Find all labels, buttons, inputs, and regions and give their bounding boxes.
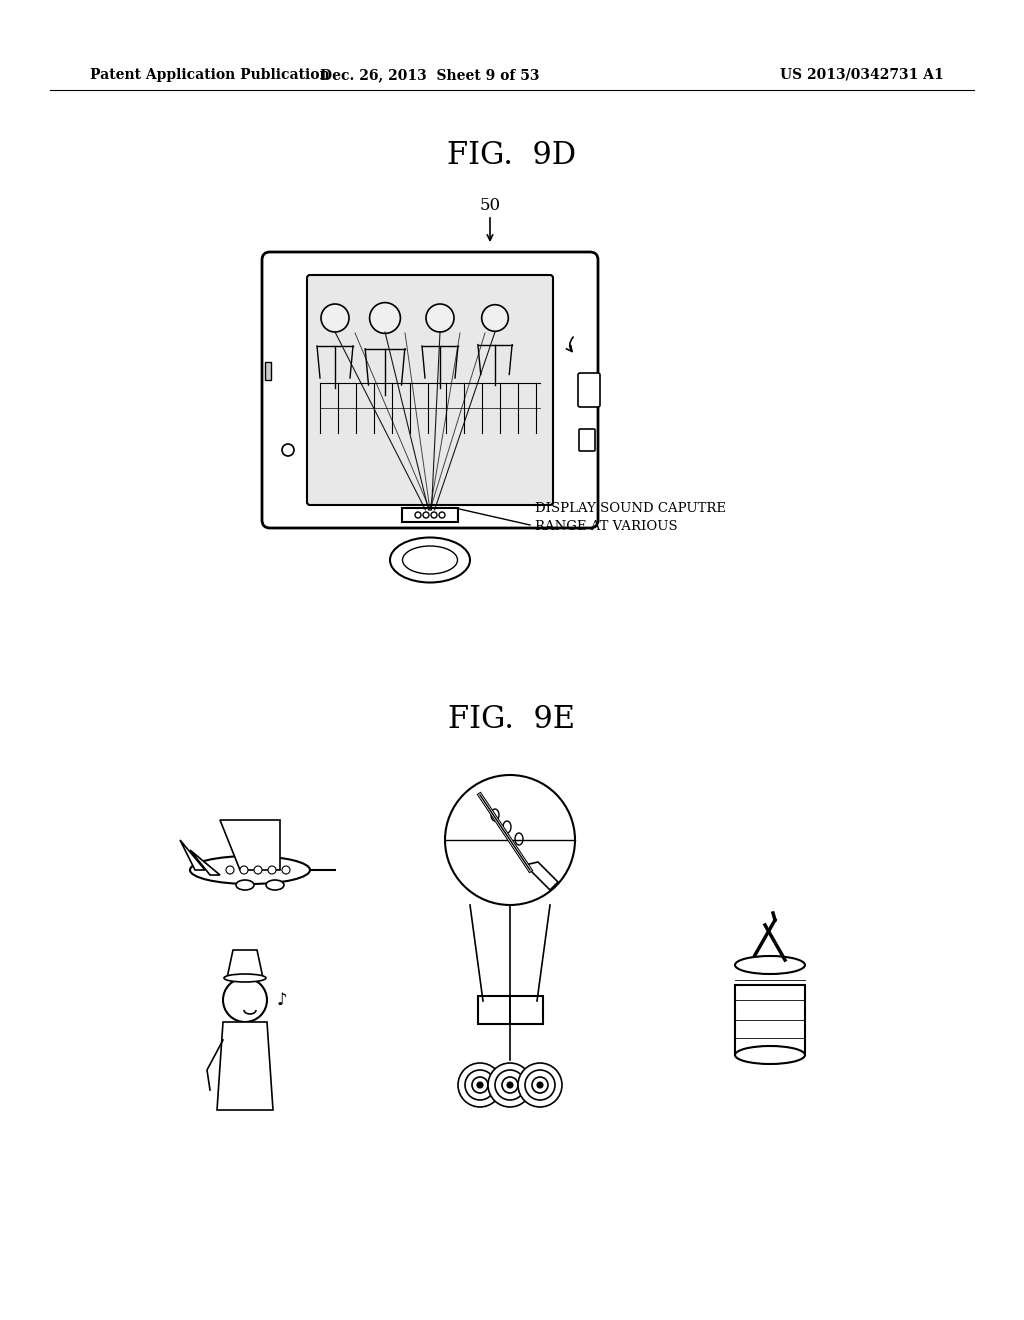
Circle shape (477, 1082, 483, 1088)
Ellipse shape (735, 956, 805, 974)
Circle shape (525, 1071, 555, 1100)
Circle shape (472, 1077, 488, 1093)
Ellipse shape (503, 821, 511, 833)
Circle shape (254, 866, 262, 874)
Circle shape (458, 1063, 502, 1107)
FancyBboxPatch shape (262, 252, 598, 528)
Ellipse shape (390, 537, 470, 582)
Polygon shape (180, 840, 205, 870)
Circle shape (431, 512, 437, 517)
Ellipse shape (402, 546, 458, 574)
Circle shape (488, 1063, 532, 1107)
Text: Patent Application Publication: Patent Application Publication (90, 69, 330, 82)
Circle shape (423, 512, 429, 517)
Circle shape (426, 304, 454, 333)
Polygon shape (227, 950, 263, 978)
Text: DISPLAY SOUND CAPUTRE
RANGE AT VARIOUS: DISPLAY SOUND CAPUTRE RANGE AT VARIOUS (535, 503, 726, 533)
Text: FIG.  9D: FIG. 9D (447, 140, 577, 170)
Circle shape (465, 1071, 495, 1100)
Circle shape (282, 866, 290, 874)
Ellipse shape (266, 880, 284, 890)
Circle shape (226, 866, 234, 874)
Circle shape (507, 1082, 513, 1088)
Text: FIG.  9E: FIG. 9E (449, 705, 575, 735)
Text: 50: 50 (479, 197, 501, 214)
Ellipse shape (515, 833, 523, 845)
FancyBboxPatch shape (578, 374, 600, 407)
FancyBboxPatch shape (307, 275, 553, 506)
Polygon shape (217, 1022, 273, 1110)
Text: US 2013/0342731 A1: US 2013/0342731 A1 (780, 69, 944, 82)
Text: Dec. 26, 2013  Sheet 9 of 53: Dec. 26, 2013 Sheet 9 of 53 (321, 69, 540, 82)
Circle shape (439, 512, 445, 517)
Bar (265, 362, 271, 380)
Polygon shape (220, 820, 280, 870)
Circle shape (481, 305, 508, 331)
Circle shape (321, 304, 349, 333)
FancyBboxPatch shape (579, 429, 595, 451)
Ellipse shape (735, 1045, 805, 1064)
Bar (402, 508, 458, 521)
Circle shape (268, 866, 276, 874)
Polygon shape (190, 850, 220, 875)
Circle shape (445, 775, 575, 906)
Bar (735, 985, 805, 1055)
Ellipse shape (490, 809, 499, 821)
Circle shape (415, 512, 421, 517)
Circle shape (370, 302, 400, 334)
Circle shape (240, 866, 248, 874)
Text: ♪: ♪ (278, 991, 288, 1008)
Circle shape (537, 1082, 543, 1088)
Circle shape (223, 978, 267, 1022)
Ellipse shape (224, 974, 266, 982)
Ellipse shape (190, 855, 310, 884)
Circle shape (495, 1071, 525, 1100)
Circle shape (518, 1063, 562, 1107)
Circle shape (532, 1077, 548, 1093)
Ellipse shape (236, 880, 254, 890)
Polygon shape (525, 862, 558, 890)
Circle shape (502, 1077, 518, 1093)
Bar (478, 997, 543, 1024)
Circle shape (282, 444, 294, 455)
